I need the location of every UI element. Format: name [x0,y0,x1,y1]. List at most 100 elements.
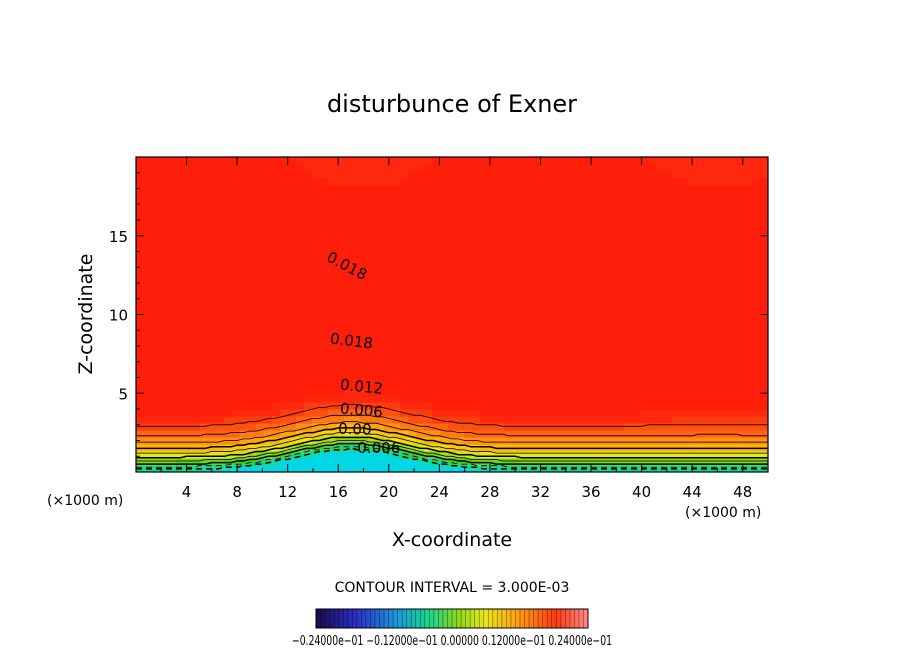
field-cell [744,430,753,438]
field-cell [560,311,569,319]
field-cell [352,360,361,368]
field-cell [184,346,193,354]
field-cell [152,423,161,431]
field-cell [496,178,505,186]
field-cell [272,269,281,277]
field-cell [552,311,561,319]
field-cell [320,444,329,452]
field-cell [240,444,249,452]
field-cell [240,437,249,445]
field-cell [728,290,737,298]
field-cell [344,465,353,472]
field-cell [152,213,161,221]
field-cell [216,248,225,256]
field-cell [584,346,593,354]
field-cell [288,199,297,207]
field-cell [552,395,561,403]
field-cell [616,416,625,424]
field-cell [224,395,233,403]
field-cell [200,220,209,228]
field-cell [680,304,689,312]
field-cell [312,262,321,270]
field-cell [216,283,225,291]
field-cell [368,297,377,305]
field-cell [704,276,713,284]
field-cell [408,269,417,277]
field-cell [576,241,585,249]
field-cell [400,465,409,472]
field-cell [576,234,585,242]
field-cell [568,290,577,298]
field-cell [520,451,529,459]
field-cell [432,283,441,291]
field-cell [432,360,441,368]
field-cell [400,269,409,277]
field-cell [288,185,297,193]
field-cell [352,199,361,207]
field-cell [144,430,153,438]
field-cell [200,318,209,326]
field-cell [400,360,409,368]
field-cell [600,458,609,466]
field-cell [720,192,729,200]
field-cell [352,241,361,249]
field-cell [272,367,281,375]
field-cell [616,339,625,347]
field-cell [376,332,385,340]
field-cell [296,437,305,445]
field-cell [432,171,441,179]
field-cell [384,199,393,207]
field-cell [464,248,473,256]
field-cell [320,290,329,298]
field-cell [672,171,681,179]
field-cell [256,346,265,354]
field-cell [160,255,169,263]
field-cell [760,206,768,214]
field-cell [720,339,729,347]
field-cell [360,388,369,396]
field-cell [544,234,553,242]
field-cell [360,248,369,256]
field-cell [728,353,737,361]
field-cell [536,409,545,417]
field-cell [280,276,289,284]
field-cell [656,297,665,305]
field-cell [144,199,153,207]
field-cell [544,451,553,459]
field-cell [208,451,217,459]
field-cell [208,304,217,312]
field-cell [208,283,217,291]
field-cell [648,395,657,403]
field-cell [272,290,281,298]
field-cell [368,241,377,249]
field-cell [376,325,385,333]
field-cell [736,402,745,410]
field-cell [360,241,369,249]
field-cell [336,199,345,207]
field-cell [416,199,425,207]
field-cell [328,381,337,389]
field-cell [640,283,649,291]
field-cell [568,227,577,235]
field-cell [408,402,417,410]
field-cell [144,318,153,326]
x-unit-left: (×1000 m) [47,493,123,509]
field-cell [264,451,273,459]
field-cell [224,304,233,312]
field-cell [320,360,329,368]
field-cell [224,157,233,165]
field-cell [512,409,521,417]
field-cell [264,395,273,403]
field-cell [616,395,625,403]
field-cell [736,276,745,284]
field-cell [384,297,393,305]
field-cell [144,304,153,312]
field-cell [528,171,537,179]
field-cell [656,269,665,277]
field-cell [344,346,353,354]
field-cell [448,409,457,417]
field-cell [504,360,513,368]
field-cell [744,304,753,312]
field-cell [720,353,729,361]
field-cell [384,430,393,438]
